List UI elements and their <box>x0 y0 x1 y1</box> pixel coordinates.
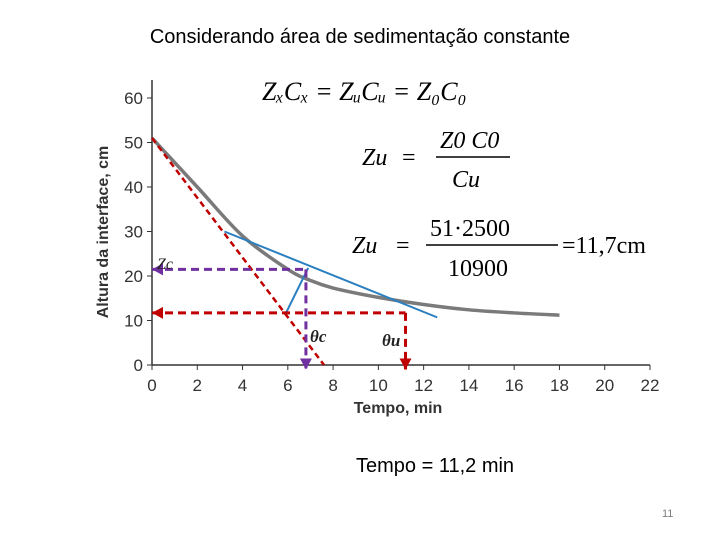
y-tick-label: 10 <box>124 312 143 331</box>
arrow-head <box>152 306 163 319</box>
x-tick-label: 20 <box>595 376 614 395</box>
equation-balance: ZₓCₓ = ZᵤCᵤ = Z₀C₀ <box>262 77 467 106</box>
y-axis-label: Altura da interface, cm <box>95 146 112 319</box>
slide-title: Considerando área de sedimentação consta… <box>149 26 571 48</box>
equation2-denominator: Cu <box>452 167 480 193</box>
x-axis-label: Tempo, min <box>354 400 443 417</box>
chart-marks <box>150 136 560 370</box>
page-number: 11 <box>662 508 674 520</box>
arrow-head <box>152 263 163 276</box>
equation2-numerator: Z0 C0 <box>440 128 499 154</box>
initial-tangent-line <box>151 137 326 366</box>
y-tick-label: 40 <box>124 178 143 197</box>
x-tick-label: 12 <box>414 376 433 395</box>
equation2-equals: = <box>402 145 416 171</box>
equation3-denominator: 10900 <box>448 256 508 282</box>
y-tick-label: 20 <box>124 267 143 286</box>
x-tick-label: 2 <box>193 376 202 395</box>
x-tick-label: 14 <box>459 376 478 395</box>
y-tick-label: 50 <box>124 134 143 153</box>
x-tick-label: 6 <box>283 376 292 395</box>
arrow-head <box>299 358 312 370</box>
y-tick-label: 60 <box>124 89 143 108</box>
zc-label: Zc <box>157 256 173 273</box>
x-tick-label: 18 <box>550 376 569 395</box>
x-tick-label: 0 <box>147 376 156 395</box>
time-result-label: Tempo = 11,2 min <box>356 455 515 477</box>
x-tick-label: 16 <box>505 376 524 395</box>
theta-c-label: θc <box>310 327 327 346</box>
x-tick-label: 8 <box>328 376 337 395</box>
equation3-equals: = <box>396 233 410 259</box>
equation2-lhs: Zu <box>362 145 387 171</box>
x-tick-label: 4 <box>238 376 247 395</box>
y-tick-label: 30 <box>124 223 143 242</box>
settling-curve <box>150 136 560 317</box>
x-tick-label: 10 <box>369 376 388 395</box>
x-tick-label: 22 <box>641 376 660 395</box>
bisector-line <box>284 267 310 315</box>
equation3-numerator: 51·2500 <box>430 216 510 242</box>
theta-u-label: θu <box>382 331 400 350</box>
axis-ticks: 0 2 4 6 8 10 12 14 16 18 20 22 0 10 20 30 40 50 60 <box>124 89 659 395</box>
equation3-result: =11,7cm <box>562 233 646 259</box>
critical-tangent-line <box>224 230 438 319</box>
arrow-head <box>399 358 412 370</box>
equation3-lhs: Zu <box>352 233 377 259</box>
y-tick-label: 0 <box>134 356 143 375</box>
